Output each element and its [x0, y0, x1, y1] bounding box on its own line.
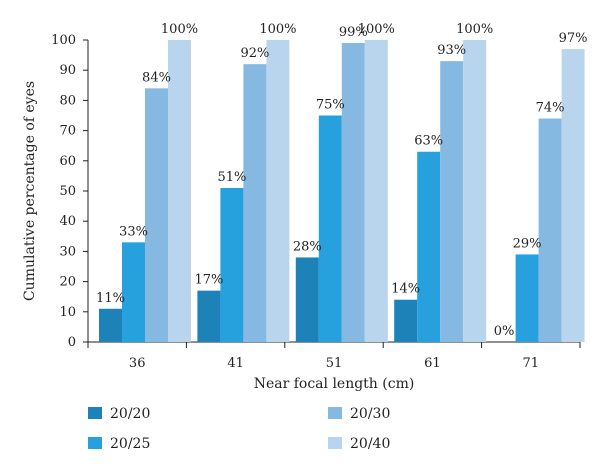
bar-20-40-36	[168, 40, 191, 342]
data-label: 14%	[391, 282, 420, 297]
data-label: 84%	[142, 70, 171, 85]
data-label: 75%	[316, 98, 345, 113]
y-tick-label: 30	[59, 244, 76, 259]
legend-label: 20/30	[350, 406, 390, 422]
x-tick-label: 36	[129, 356, 146, 371]
bar-20-25-71	[515, 254, 539, 342]
legend: 20/20 20/25 20/30 20/40	[88, 406, 390, 452]
y-tick-label: 70	[59, 124, 76, 139]
bar-20-20-51	[295, 257, 319, 342]
y-axis-title: Cumulative percentage of eyes	[22, 81, 38, 301]
data-label: 51%	[217, 170, 246, 185]
x-axis-title: Near focal length (cm)	[254, 376, 415, 392]
y-tick-label: 20	[59, 275, 76, 290]
y-tick-label: 0	[68, 335, 76, 350]
y-tick-label: 100	[51, 33, 76, 48]
data-label: 100%	[358, 22, 395, 37]
x-tick-label: 61	[424, 356, 441, 371]
x-tick-label: 51	[326, 356, 343, 371]
data-label: 28%	[293, 239, 322, 254]
x-tick-label: 71	[523, 356, 540, 371]
y-tick-label: 40	[59, 214, 76, 229]
legend-label: 20/20	[110, 406, 150, 422]
y-tick-label: 10	[59, 305, 76, 320]
data-label: 97%	[559, 31, 588, 46]
bar-20-30-51	[341, 43, 365, 343]
legend-swatch	[328, 437, 342, 449]
bar-20-25-41	[220, 187, 244, 342]
y-tick-label: 60	[59, 154, 76, 169]
data-label: 11%	[96, 291, 125, 306]
bar-20-25-61	[417, 151, 441, 342]
legend-label: 20/40	[350, 436, 390, 452]
bar-20-30-71	[538, 118, 562, 343]
data-label: 0%	[494, 324, 515, 339]
bar-20-25-36	[122, 242, 145, 342]
y-tick-label: 50	[59, 184, 76, 199]
data-labels: 11% 17% 28% 14% 0% 33% 51% 75% 63% 29% 84% 92% 99% 93…	[96, 22, 588, 339]
data-label: 100%	[259, 22, 296, 37]
bar-20-40-51	[364, 40, 388, 342]
y-tick-label: 90	[59, 63, 76, 78]
bar-20-30-61	[440, 61, 464, 342]
data-label: 29%	[513, 236, 542, 251]
legend-swatch	[328, 407, 342, 419]
legend-swatch	[88, 437, 102, 449]
legend-label: 20/25	[110, 436, 150, 452]
y-tick-label: 80	[59, 93, 76, 108]
bars	[99, 40, 585, 343]
data-label: 100%	[456, 22, 493, 37]
data-label: 63%	[414, 134, 443, 149]
bar-20-30-36	[145, 88, 168, 342]
x-tick-label: 41	[227, 356, 244, 371]
bar-20-20-36	[99, 308, 122, 342]
bar-20-40-41	[266, 40, 290, 342]
plot-area: 0 10 20 30 40 50 60 70 80 90 100 36 41 51 61 71 11% 17%…	[51, 22, 587, 371]
y-axis-ticks: 0 10 20 30 40 50 60 70 80 90 100	[51, 33, 88, 350]
data-label: 17%	[194, 273, 223, 288]
bar-20-40-71	[561, 49, 585, 343]
legend-swatch	[88, 407, 102, 419]
x-axis-ticks: 36 41 51 61 71	[87, 342, 581, 371]
data-label: 93%	[437, 43, 466, 58]
bar-20-20-61	[394, 299, 418, 342]
data-label: 99%	[339, 25, 368, 40]
data-label: 92%	[240, 46, 269, 61]
data-label: 74%	[536, 101, 565, 116]
bar-20-40-61	[463, 40, 487, 342]
bar-20-20-41	[197, 290, 221, 342]
bar-20-25-51	[318, 115, 342, 342]
data-label: 100%	[161, 22, 198, 37]
bar-20-30-41	[243, 64, 267, 342]
data-label: 33%	[119, 224, 148, 239]
